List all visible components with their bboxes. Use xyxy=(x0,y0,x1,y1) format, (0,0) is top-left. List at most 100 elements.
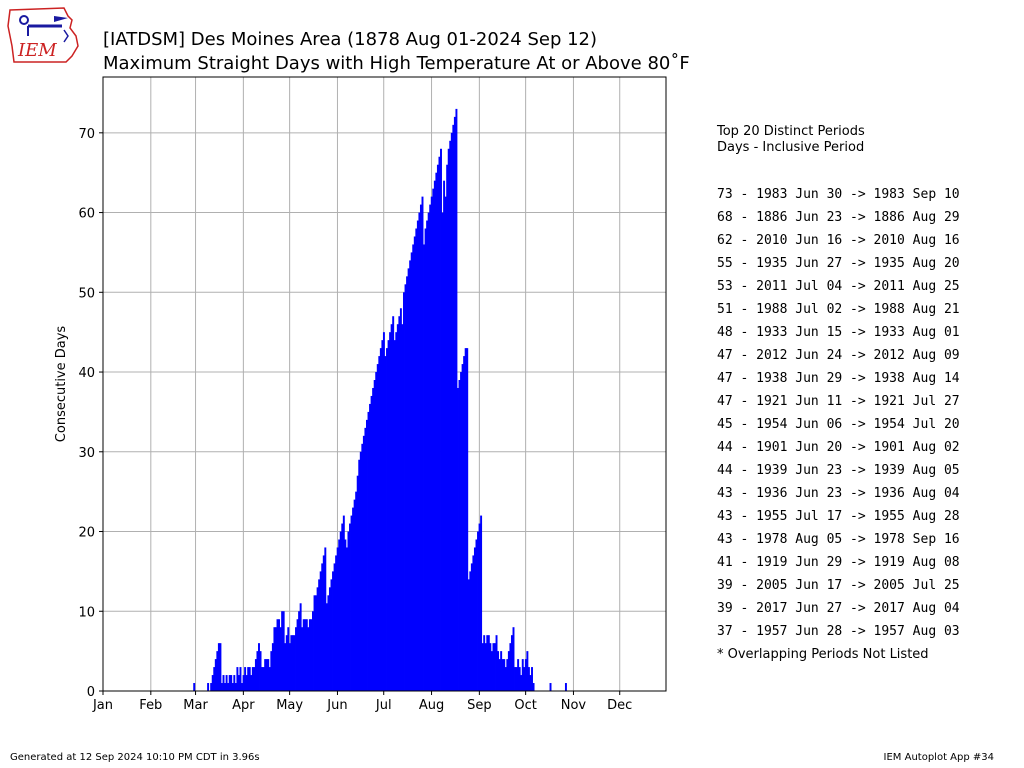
bar xyxy=(214,659,217,691)
bar xyxy=(497,651,500,691)
bar xyxy=(450,132,453,691)
bar xyxy=(512,627,515,691)
bar xyxy=(492,643,495,691)
bar xyxy=(322,555,325,691)
legend-heading: Top 20 Distinct Periods Days - Inclusive… xyxy=(717,124,865,156)
y-tick-label: 60 xyxy=(78,207,95,222)
bar xyxy=(435,172,438,692)
period-item: 39 - 2017 Jun 27 -> 2017 Aug 04 xyxy=(717,601,960,616)
bar xyxy=(472,555,475,691)
bar xyxy=(480,515,483,691)
bar xyxy=(350,515,353,691)
bar xyxy=(367,411,370,691)
bar xyxy=(460,372,463,691)
bar xyxy=(270,651,273,691)
x-axis-ticks: Jan Feb Mar Apr May Jun Jul Aug Sep Oct Nov Dec xyxy=(92,691,632,713)
bar xyxy=(436,164,439,691)
legend-note: * Overlapping Periods Not Listed xyxy=(717,647,929,662)
bar xyxy=(264,659,267,691)
bar xyxy=(295,627,297,691)
bar xyxy=(443,180,446,691)
bar xyxy=(216,651,219,691)
bar xyxy=(427,212,430,691)
bar xyxy=(233,675,236,691)
bar xyxy=(333,563,336,691)
bar xyxy=(244,667,247,691)
bar xyxy=(382,332,385,691)
period-item: 53 - 2011 Jul 04 -> 2011 Aug 25 xyxy=(717,279,960,294)
x-tick-label: Sep xyxy=(467,698,492,713)
bar xyxy=(230,675,233,691)
y-axis-label: Consecutive Days xyxy=(54,326,69,443)
y-axis-ticks: 0 10 20 30 40 50 60 70 xyxy=(78,127,103,700)
bar xyxy=(261,667,264,691)
bar xyxy=(310,619,313,691)
bar xyxy=(193,683,196,691)
bar xyxy=(342,515,345,691)
bar xyxy=(211,675,214,691)
bar xyxy=(419,204,422,691)
bar xyxy=(210,683,213,691)
bar xyxy=(523,667,526,691)
bar xyxy=(242,675,245,691)
x-tick-label: Dec xyxy=(607,698,632,713)
bar xyxy=(517,659,520,691)
bar xyxy=(501,659,504,691)
bar xyxy=(395,332,398,691)
period-item: 47 - 2012 Jun 24 -> 2012 Aug 09 xyxy=(717,348,960,363)
bar xyxy=(423,244,426,692)
bar xyxy=(352,507,355,691)
bar xyxy=(490,651,493,691)
bar xyxy=(504,667,507,691)
bar xyxy=(473,547,476,691)
bar xyxy=(456,387,459,691)
bar xyxy=(324,547,327,691)
logo-text: IEM xyxy=(17,40,57,61)
bar xyxy=(510,635,513,691)
bar xyxy=(389,332,392,691)
bar xyxy=(236,667,239,691)
bar xyxy=(432,188,435,692)
bar xyxy=(245,675,248,691)
bar xyxy=(364,427,367,691)
bar xyxy=(276,619,279,691)
bar xyxy=(258,643,260,691)
bar xyxy=(282,611,285,691)
bar xyxy=(207,683,210,691)
bar xyxy=(274,627,277,691)
x-tick-label: Aug xyxy=(419,698,444,713)
bar xyxy=(318,579,321,691)
bar xyxy=(308,619,311,691)
bar xyxy=(312,611,314,691)
bar xyxy=(418,212,421,691)
period-item: 39 - 2005 Jun 17 -> 2005 Jul 25 xyxy=(717,578,960,593)
bar xyxy=(477,531,479,691)
bar xyxy=(444,196,447,691)
bar xyxy=(469,571,472,691)
period-item: 68 - 1886 Jun 23 -> 1886 Aug 29 xyxy=(717,210,960,225)
bar xyxy=(458,380,461,691)
x-tick-label: Mar xyxy=(183,698,208,713)
x-tick-label: Oct xyxy=(514,698,536,713)
bar xyxy=(291,635,294,691)
bar xyxy=(410,252,413,691)
bar xyxy=(284,643,287,691)
y-tick-label: 70 xyxy=(78,127,95,142)
period-item: 47 - 1921 Jun 11 -> 1921 Jul 27 xyxy=(717,394,960,409)
bar xyxy=(278,619,281,691)
x-tick-label: Apr xyxy=(232,698,255,713)
bar xyxy=(345,547,348,691)
y-tick-label: 30 xyxy=(78,446,95,461)
bar xyxy=(520,675,523,691)
period-item: 45 - 1954 Jun 06 -> 1954 Jul 20 xyxy=(717,417,960,432)
bar xyxy=(486,635,489,691)
bar xyxy=(524,659,527,691)
bar xyxy=(466,348,469,691)
bar xyxy=(467,579,470,691)
bar xyxy=(449,140,452,691)
bar xyxy=(494,643,496,691)
bar xyxy=(332,571,334,691)
bar xyxy=(273,627,276,691)
bar xyxy=(398,316,401,691)
period-item: 37 - 1957 Jun 28 -> 1957 Aug 03 xyxy=(717,624,960,639)
